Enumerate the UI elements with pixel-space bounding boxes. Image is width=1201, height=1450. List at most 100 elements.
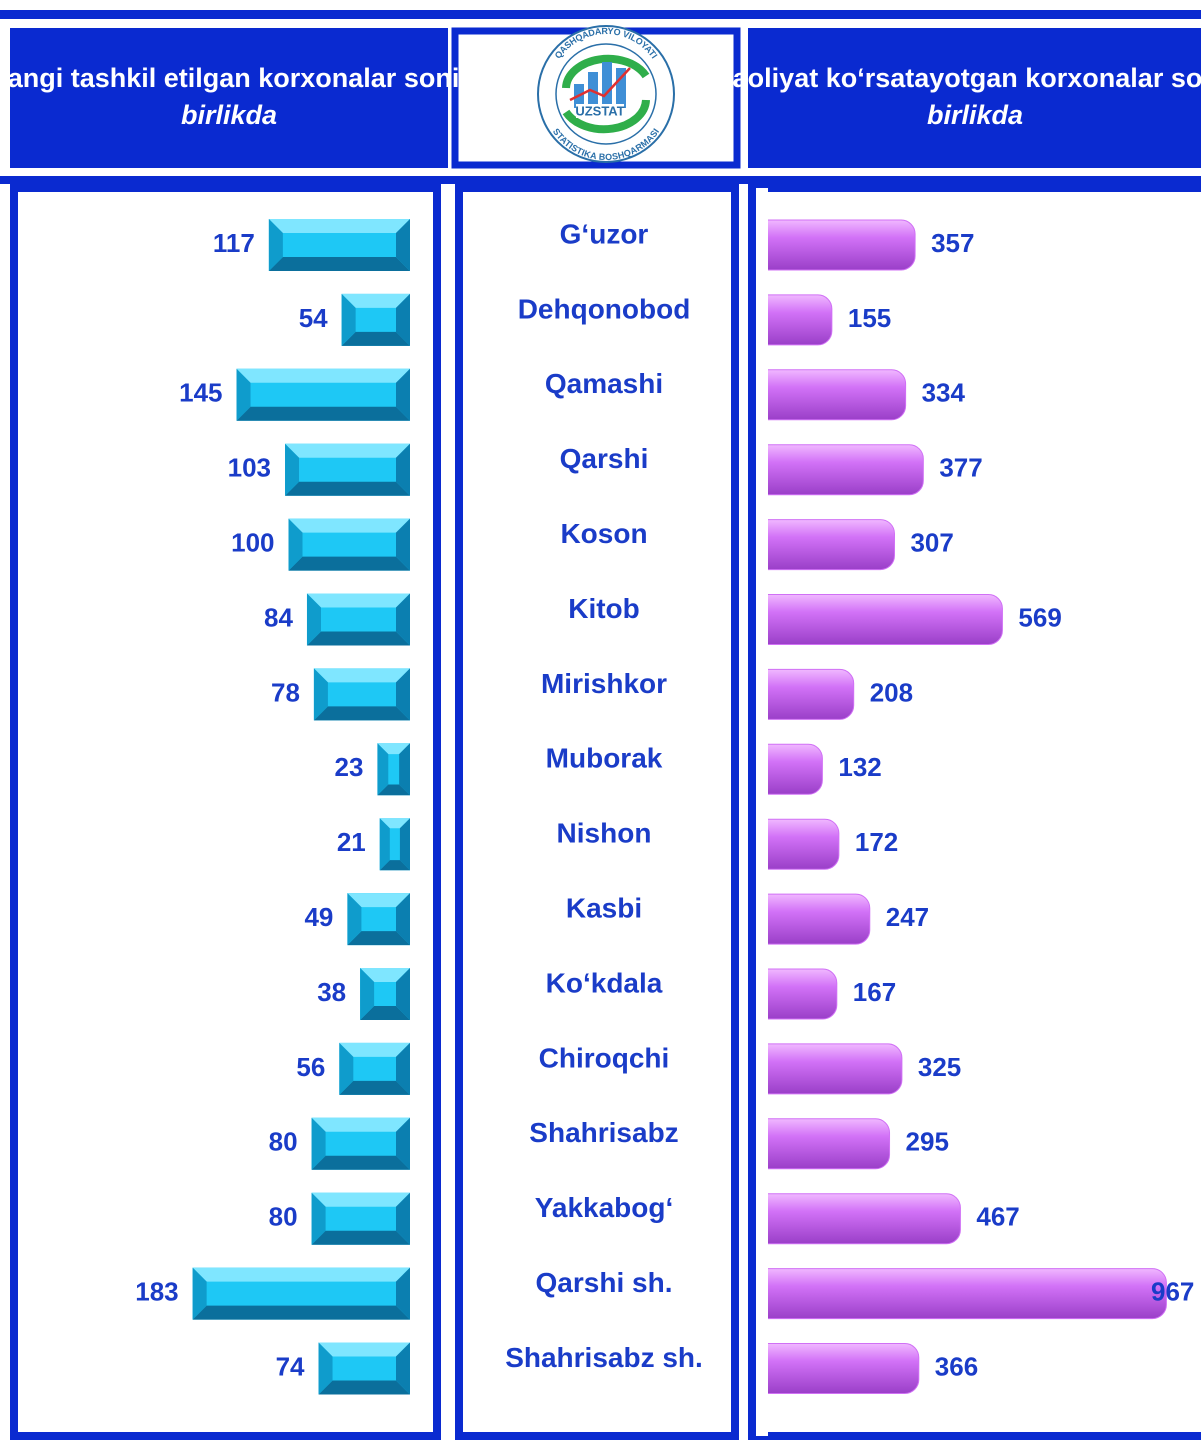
- value-label: 100: [231, 527, 274, 557]
- bar-face: [288, 518, 303, 571]
- panel-edge-line: [748, 184, 756, 1440]
- header-right-title: Faoliyat ko‘rsatayotgan korxonalar soni,: [716, 63, 1201, 93]
- bar-face: [288, 556, 410, 571]
- value-label: 21: [337, 827, 366, 857]
- bar-face: [318, 1342, 333, 1395]
- bar-face: [236, 406, 410, 421]
- bar-face: [313, 668, 410, 683]
- value-label: 38: [317, 977, 346, 1007]
- bar-face: [396, 893, 410, 946]
- bar: [192, 1267, 410, 1320]
- value-label: 295: [906, 1127, 949, 1157]
- value-label: 103: [228, 453, 271, 483]
- value-label: 117: [213, 228, 255, 258]
- category-label: Qarshi: [560, 443, 649, 474]
- panel-middle: [455, 184, 739, 1440]
- category-label: Shahrisabz sh.: [505, 1342, 703, 1373]
- bar-face: [396, 219, 410, 271]
- category-label: G‘uzor: [560, 218, 649, 249]
- category-label: Kitob: [568, 593, 640, 624]
- bar: [285, 443, 410, 496]
- bar: [306, 593, 410, 646]
- value-label: 569: [1018, 602, 1061, 632]
- bar-face: [268, 219, 283, 271]
- value-label: 54: [299, 303, 328, 333]
- bar: [753, 1043, 903, 1095]
- bar: [753, 893, 871, 945]
- bar: [753, 1343, 920, 1394]
- bar: [379, 818, 410, 871]
- logo: UZSTAT QASHQADARYO VILOYATI STATISTIKA B…: [537, 25, 675, 163]
- category-label: Dehqonobod: [518, 293, 691, 324]
- bar-face: [377, 743, 410, 755]
- top-rule: [0, 10, 1201, 19]
- bar-face: [311, 1117, 410, 1132]
- bar-face: [341, 293, 356, 346]
- header-left: [10, 28, 448, 168]
- bar-face: [311, 1192, 410, 1207]
- bar: [311, 1192, 410, 1245]
- bar-face: [306, 593, 321, 646]
- value-label: 172: [855, 827, 898, 857]
- bar-face: [341, 293, 410, 308]
- value-label: 78: [271, 677, 300, 707]
- value-label: 80: [269, 1202, 298, 1232]
- bar: [753, 444, 924, 496]
- value-label: 80: [269, 1127, 298, 1157]
- value-label: 84: [264, 602, 293, 632]
- bar-face: [341, 331, 410, 346]
- bar: [377, 743, 410, 796]
- bar-face: [339, 1080, 410, 1095]
- bar-face: [399, 743, 410, 796]
- value-label: 208: [870, 677, 913, 707]
- bar-face: [288, 518, 410, 533]
- bar-face: [379, 860, 410, 871]
- category-label: Qamashi: [545, 368, 663, 399]
- bar-face: [236, 368, 410, 383]
- category-label: Koson: [560, 518, 647, 549]
- bar: [753, 668, 855, 720]
- bar: [753, 369, 907, 421]
- logo-brand: UZSTAT: [575, 103, 624, 118]
- value-label: 377: [939, 453, 982, 483]
- value-label: 967: [1151, 1276, 1194, 1306]
- value-label: 334: [922, 378, 966, 408]
- value-label: 247: [886, 902, 929, 932]
- bar-face: [377, 743, 389, 796]
- value-label: 145: [179, 378, 222, 408]
- bar-face: [311, 1192, 326, 1245]
- header-right-unit: birlikda: [927, 100, 1023, 130]
- bar-face: [347, 893, 362, 946]
- category-label: Kasbi: [566, 892, 642, 923]
- value-label: 132: [838, 752, 881, 782]
- category-label: Nishon: [557, 818, 652, 849]
- value-label: 23: [335, 752, 364, 782]
- bar: [236, 368, 410, 421]
- bar-face: [396, 1192, 410, 1245]
- bar-face: [318, 1380, 410, 1395]
- value-label: 307: [910, 527, 953, 557]
- bar-face: [399, 818, 410, 871]
- bar-face: [285, 443, 300, 496]
- bar-face: [285, 481, 410, 496]
- bar: [313, 668, 410, 721]
- value-label: 56: [296, 1052, 325, 1082]
- value-label: 167: [853, 977, 896, 1007]
- bar-face: [313, 706, 410, 721]
- category-label: Chiroqchi: [539, 1042, 670, 1073]
- bar-face: [318, 1342, 410, 1357]
- category-label: Qarshi sh.: [536, 1267, 673, 1298]
- header-right: [748, 28, 1201, 168]
- bar-face: [306, 631, 410, 646]
- bar: [753, 594, 1003, 645]
- value-label: 74: [276, 1351, 305, 1381]
- bar-face: [396, 1042, 410, 1095]
- bar-face: [268, 257, 410, 271]
- value-label: 183: [135, 1276, 178, 1306]
- bar-face: [396, 518, 410, 571]
- bar-face: [236, 368, 251, 421]
- bar-face: [192, 1305, 410, 1320]
- bar-face: [311, 1117, 326, 1170]
- bar-face: [396, 1117, 410, 1170]
- header-left-unit: birlikda: [181, 100, 277, 130]
